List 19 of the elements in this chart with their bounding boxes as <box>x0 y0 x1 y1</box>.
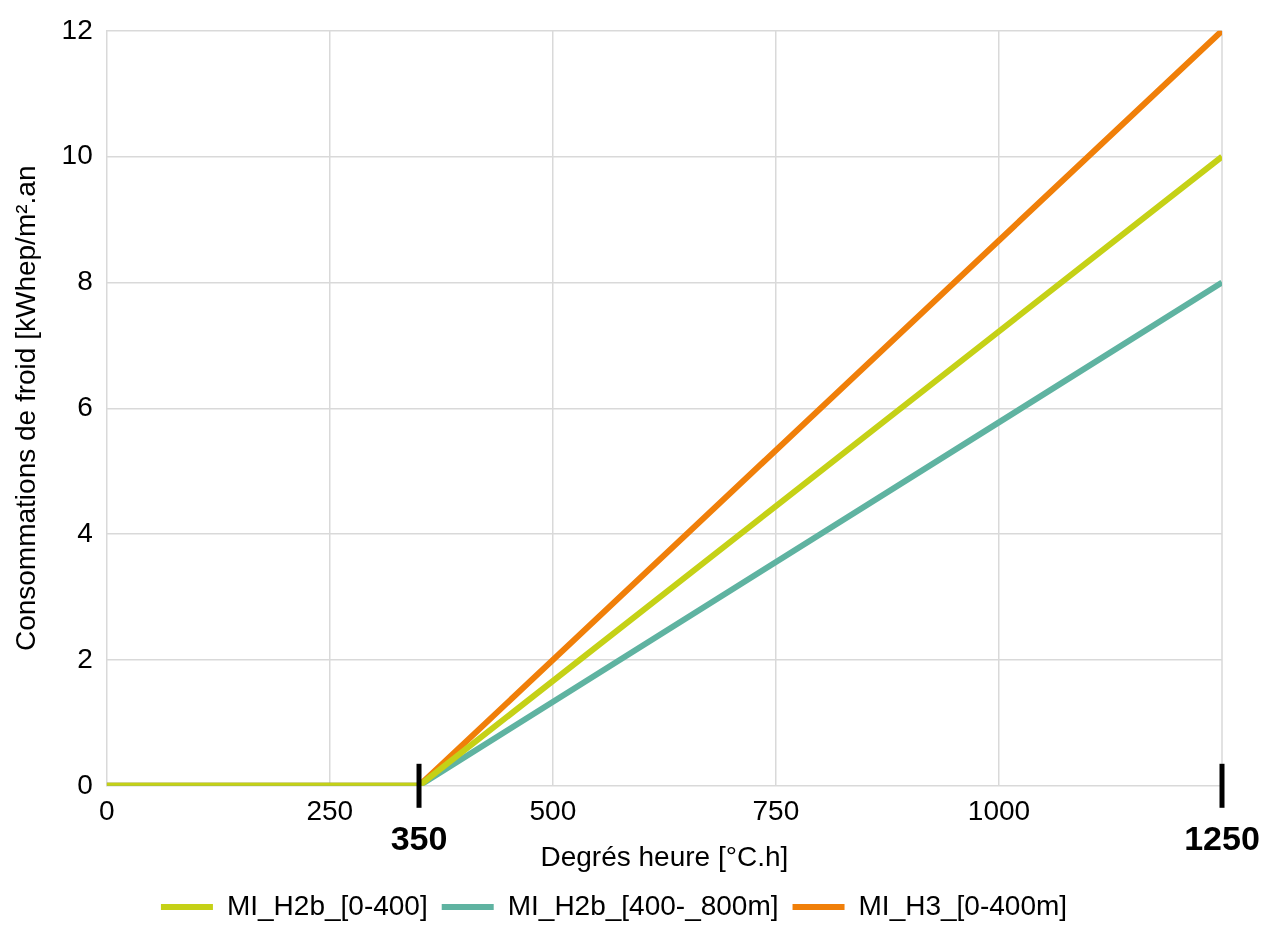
y-tick-label: 4 <box>77 516 93 548</box>
x-tick-label: 0 <box>98 795 115 827</box>
y-tick-label: 6 <box>77 391 93 423</box>
y-tick-label: 10 <box>61 139 93 171</box>
y-axis-title: Consommations de froid [kWhep/m².an <box>9 165 41 652</box>
x-tick-label: 250 <box>306 795 354 827</box>
y-tick-label: 12 <box>61 13 93 45</box>
x-tick-label: 500 <box>529 795 577 827</box>
legend-label: MI_H2b_[400-_800m] <box>507 889 779 921</box>
x-tick-label: 750 <box>752 795 800 827</box>
annotation: 1250 <box>1184 819 1260 858</box>
x-axis-title: Degrés heure [°C.h] <box>540 840 789 872</box>
y-tick-label: 8 <box>77 265 93 297</box>
y-tick-label: 0 <box>77 768 93 800</box>
y-tick-label: 2 <box>77 642 93 674</box>
legend-label: MI_H2b_[0-400] <box>226 889 428 921</box>
x-tick-label: 1000 <box>967 795 1031 827</box>
annotation: 350 <box>390 819 448 858</box>
legend-label: MI_H3_[0-400m] <box>858 889 1068 921</box>
